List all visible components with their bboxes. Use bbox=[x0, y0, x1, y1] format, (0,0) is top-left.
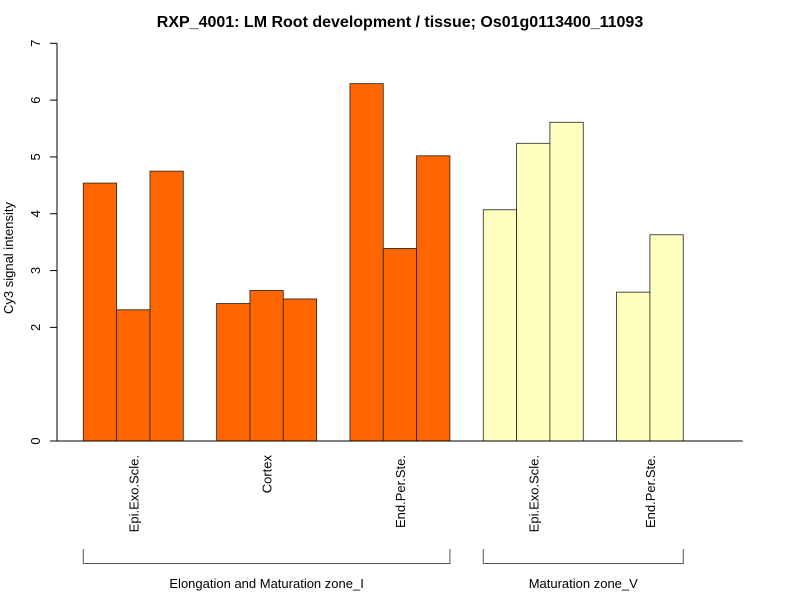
bar bbox=[549, 121, 584, 442]
bar bbox=[616, 291, 651, 442]
group-label: Elongation and Maturation zone_I bbox=[169, 576, 363, 591]
y-tick-label: 5 bbox=[28, 153, 43, 160]
group-bracket bbox=[482, 549, 684, 564]
x-tick-label: Cortex bbox=[260, 455, 275, 494]
bar bbox=[216, 303, 251, 442]
x-tick-label: End.Per.Ste. bbox=[393, 455, 408, 528]
y-tick-label: 3 bbox=[28, 267, 43, 274]
group-label: Maturation zone_V bbox=[529, 576, 638, 591]
bar bbox=[116, 309, 151, 442]
bar bbox=[382, 247, 417, 442]
group-brackets: Elongation and Maturation zone_I Maturati… bbox=[82, 549, 684, 591]
y-tick-label: 6 bbox=[28, 96, 43, 103]
y-tick-label: 4 bbox=[28, 210, 43, 217]
bar bbox=[516, 142, 551, 442]
x-tick-labels: Epi.Exo.Scle. Cortex End.Per.Ste. Epi.Exo.S… bbox=[126, 455, 658, 533]
bar bbox=[416, 155, 451, 442]
chart-title: RXP_4001: LM Root development / tissue; … bbox=[157, 14, 644, 31]
y-tick-label: 7 bbox=[28, 40, 43, 47]
group-bracket bbox=[82, 549, 451, 564]
y-tick-label: 0 bbox=[28, 437, 43, 444]
bar bbox=[149, 170, 184, 442]
bars bbox=[82, 83, 684, 442]
y-tick-label: 2 bbox=[28, 324, 43, 331]
bar bbox=[482, 209, 517, 442]
x-tick-label: End.Per.Ste. bbox=[643, 455, 658, 528]
bar bbox=[349, 83, 384, 442]
y-axis-label: Cy3 signal intensity bbox=[1, 202, 16, 314]
y-axis: 0 2 3 4 5 6 7 bbox=[28, 40, 58, 445]
bar bbox=[249, 290, 284, 442]
bar bbox=[282, 298, 318, 442]
x-tick-label: Epi.Exo.Scle. bbox=[526, 455, 541, 532]
bar bbox=[82, 182, 118, 442]
bar bbox=[649, 234, 684, 442]
x-tick-label: Epi.Exo.Scle. bbox=[126, 455, 141, 532]
